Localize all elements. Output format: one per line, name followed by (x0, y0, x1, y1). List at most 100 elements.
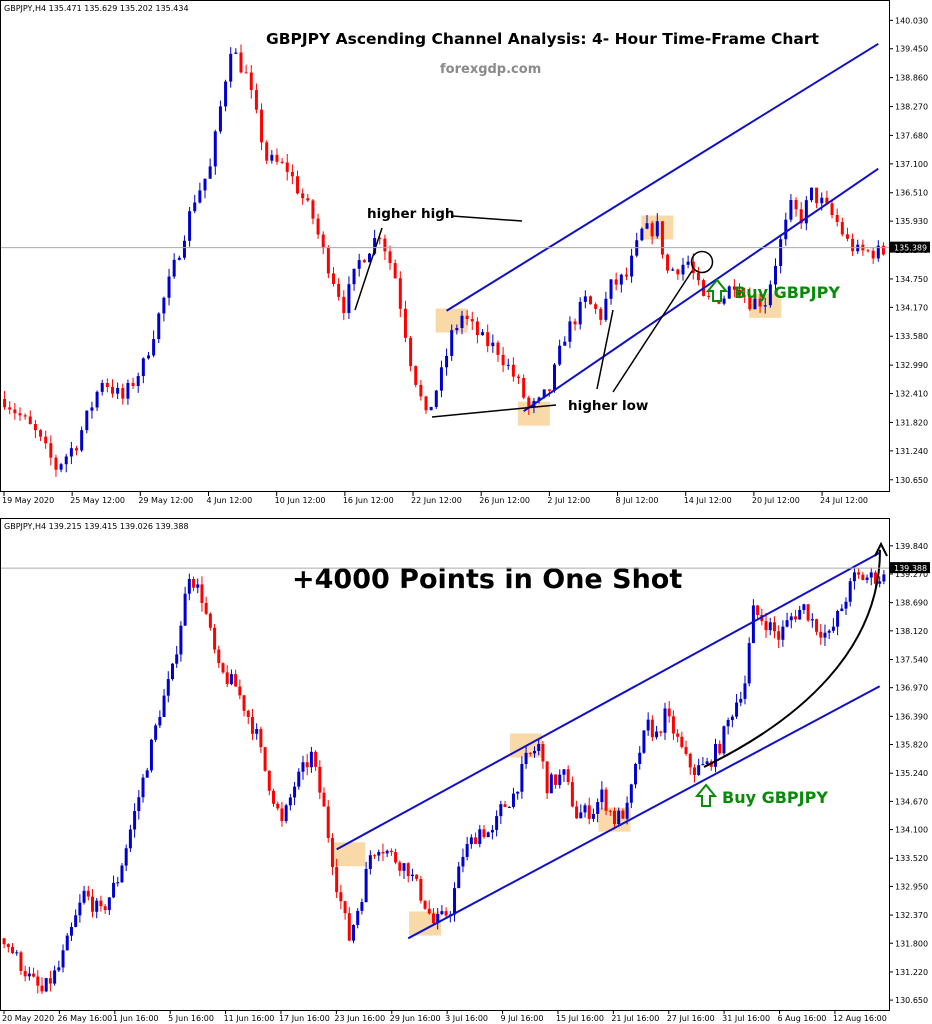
candle-body (848, 581, 852, 602)
bottom-price-marker: 139.388 (1, 562, 930, 574)
curve-arrow-head-icon (874, 541, 888, 557)
candle-body (116, 882, 120, 884)
candle-body (676, 269, 680, 275)
candle-body (554, 774, 558, 785)
candle-body (362, 260, 366, 263)
candle-body (573, 321, 577, 325)
candle-body (306, 198, 310, 201)
candle-body (124, 848, 128, 866)
candle-body (681, 264, 685, 275)
x-tick-label: 15 Jul 16:00 (556, 1014, 604, 1023)
candle-body (743, 295, 747, 297)
candle-body (688, 753, 692, 768)
top-chart-channel (446, 42, 879, 413)
bottom-chart-header: GBPJPY,H4 139.215 139.415 139.026 139.38… (4, 522, 189, 531)
candle-body (866, 250, 870, 252)
candle-body (200, 584, 204, 603)
candle-body (827, 630, 831, 633)
candle-body (280, 808, 284, 821)
x-tick-label: 23 Jun 16:00 (334, 1014, 385, 1023)
candle-body (203, 178, 207, 191)
x-tick-label: 14 Jul 12:00 (684, 496, 732, 505)
candle-body (187, 578, 191, 594)
candle-body (49, 443, 53, 458)
candle-body (172, 259, 176, 277)
candle-body (32, 973, 36, 977)
candle-body (183, 593, 187, 626)
candle-body (440, 911, 444, 914)
candle-body (357, 260, 361, 269)
candle-body (722, 298, 726, 304)
candle-body (388, 251, 392, 264)
x-tick-label: 10 Jun 12:00 (275, 496, 326, 505)
candle-body (642, 730, 646, 753)
candle-body (707, 295, 711, 297)
candle-body (419, 878, 423, 901)
candle-body (470, 319, 474, 322)
candle-body (423, 900, 427, 909)
candle-body (136, 376, 140, 386)
candle-body (600, 789, 604, 803)
candle-body (434, 390, 438, 407)
candle-body (460, 315, 464, 329)
candle-body (861, 574, 865, 580)
x-tick-label: 8 Jul 12:00 (616, 496, 659, 505)
candle-body (524, 752, 528, 764)
candle-body (188, 211, 192, 241)
candle-body (857, 572, 861, 575)
higher-low-pointer-1 (431, 404, 557, 418)
candle-body (566, 769, 570, 783)
candle-body (276, 803, 280, 809)
candle-body (774, 265, 777, 285)
candle-body (650, 719, 654, 738)
candle-body (406, 863, 410, 877)
candle-body (545, 761, 549, 794)
candle-body (393, 263, 397, 279)
candle-body (599, 308, 603, 320)
candle-body (54, 457, 58, 470)
candle-body (625, 802, 629, 819)
candle-body (831, 626, 835, 631)
candle-body (259, 729, 263, 748)
y-tick-label: 132.950 (895, 882, 928, 891)
candle-body (27, 973, 31, 977)
candle-body (154, 725, 158, 740)
candle-body (482, 829, 486, 838)
x-tick-label: 25 May 12:00 (70, 496, 125, 505)
candle-body (671, 269, 675, 271)
candle-body (95, 900, 99, 912)
candle-body (311, 200, 315, 219)
candle-body (722, 726, 726, 754)
y-tick-label: 131.220 (895, 968, 928, 977)
candle-body (785, 620, 789, 627)
candle-body (111, 387, 114, 394)
candle-body (378, 237, 382, 239)
candle-body (777, 631, 781, 640)
candle-body (714, 743, 718, 767)
candle-body (486, 832, 490, 838)
candle-body (82, 890, 86, 903)
candle-body (768, 284, 772, 306)
candle-body (455, 328, 459, 331)
candle-body (517, 376, 521, 378)
candle-body (39, 430, 43, 437)
candle-body (705, 761, 709, 765)
candle-body (520, 763, 524, 792)
candle-body (326, 247, 330, 274)
buy-label: Buy GBPJPY (734, 283, 840, 302)
candle-body (799, 209, 803, 224)
candle-body (244, 72, 248, 74)
x-tick-label: 6 Aug 16:00 (778, 1014, 827, 1023)
y-tick-label: 138.120 (895, 627, 928, 636)
candle-body (343, 901, 347, 914)
candle-body (527, 397, 531, 408)
candle-body (450, 330, 454, 356)
candle-body (445, 355, 449, 368)
candle-body (398, 278, 402, 309)
candle-body (836, 610, 840, 627)
candle-body (692, 767, 696, 776)
candle-body (506, 364, 510, 366)
candle-body (612, 810, 616, 825)
candle-body (162, 695, 166, 717)
